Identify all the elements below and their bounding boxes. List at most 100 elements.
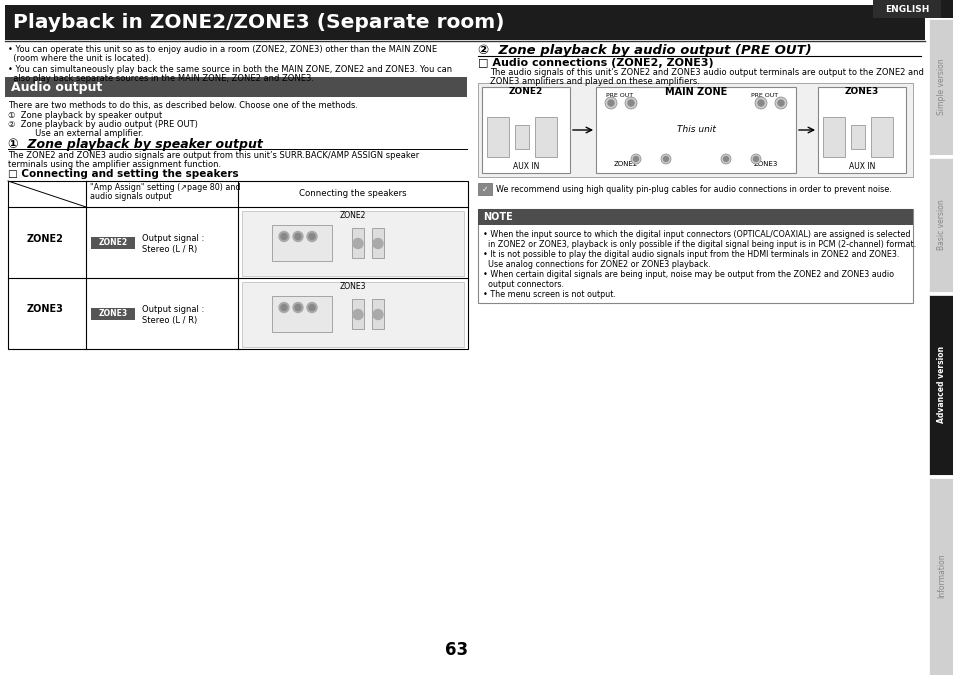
Bar	[352, 298, 364, 329]
Circle shape	[307, 232, 316, 242]
Circle shape	[660, 154, 670, 164]
Circle shape	[293, 302, 303, 313]
Text: ENGLISH: ENGLISH	[883, 5, 928, 14]
Bar	[272, 225, 332, 261]
Circle shape	[722, 157, 728, 161]
Bar	[477, 209, 912, 303]
Text: ZONE2: ZONE2	[613, 161, 638, 167]
Text: Information: Information	[936, 554, 945, 598]
Text: ZONE3: ZONE3	[27, 304, 63, 315]
Bar	[928, 295, 953, 475]
Text: Advanced version: Advanced version	[936, 346, 945, 423]
Text: ①  Zone playback by speaker output: ① Zone playback by speaker output	[8, 138, 263, 151]
Bar	[477, 183, 492, 195]
Text: Use an external amplifier.: Use an external amplifier.	[22, 129, 143, 138]
Text: Audio output: Audio output	[11, 80, 102, 94]
Text: • When certain digital signals are being input, noise may be output from the ZON: • When certain digital signals are being…	[482, 270, 893, 279]
Circle shape	[293, 232, 303, 242]
Text: NOTE: NOTE	[482, 212, 512, 222]
Text: ZONE3: ZONE3	[753, 161, 778, 167]
Bar	[822, 117, 844, 157]
Text: terminals using the amplifier assignment function.: terminals using the amplifier assignment…	[8, 160, 221, 169]
Text: Basic version: Basic version	[936, 199, 945, 250]
Circle shape	[633, 157, 638, 161]
Circle shape	[353, 238, 363, 248]
Circle shape	[294, 234, 301, 240]
Text: ZONE3 amplifiers and played on these amplifiers.: ZONE3 amplifiers and played on these amp…	[490, 77, 700, 86]
Text: ZONE3: ZONE3	[98, 309, 128, 318]
Bar	[515, 125, 529, 149]
Circle shape	[774, 97, 786, 109]
Text: "Amp Assign" setting (↗page 80) and: "Amp Assign" setting (↗page 80) and	[90, 183, 240, 192]
Text: This unit: This unit	[676, 126, 715, 134]
Text: ①  Zone playback by speaker output: ① Zone playback by speaker output	[8, 111, 162, 120]
Circle shape	[281, 234, 287, 240]
Text: • You can operate this unit so as to enjoy audio in a room (ZONE2, ZONE3) other : • You can operate this unit so as to enj…	[8, 45, 436, 54]
Text: audio signals output: audio signals output	[90, 192, 172, 201]
Bar	[91, 308, 135, 319]
Circle shape	[309, 304, 314, 310]
Circle shape	[753, 157, 758, 161]
Circle shape	[778, 100, 783, 106]
Bar	[477, 209, 912, 225]
Text: The audio signals of this unit’s ZONE2 and ZONE3 audio output terminals are outp: The audio signals of this unit’s ZONE2 a…	[490, 68, 923, 77]
Bar	[928, 0, 953, 18]
Text: in ZONE2 or ZONE3, playback is only possible if the digital signal being input i: in ZONE2 or ZONE3, playback is only poss…	[482, 240, 915, 249]
Bar	[928, 158, 953, 292]
Text: The ZONE2 and ZONE3 audio signals are output from this unit’s SURR.BACK/AMP ASSI: The ZONE2 and ZONE3 audio signals are ou…	[8, 151, 418, 160]
Text: (room where the unit is located).: (room where the unit is located).	[8, 54, 152, 63]
Text: Stereo (L / R): Stereo (L / R)	[142, 245, 197, 254]
Bar	[481, 87, 569, 173]
Bar	[817, 87, 905, 173]
Text: Use analog connections for ZONE2 or ZONE3 playback.: Use analog connections for ZONE2 or ZONE…	[482, 260, 710, 269]
Circle shape	[309, 234, 314, 240]
Text: Stereo (L / R): Stereo (L / R)	[142, 316, 197, 325]
Bar	[242, 282, 463, 347]
Bar	[372, 227, 384, 257]
Text: MAIN ZONE: MAIN ZONE	[664, 87, 726, 97]
Text: ✓: ✓	[481, 184, 488, 194]
Text: output connectors.: output connectors.	[482, 280, 563, 289]
Bar	[272, 296, 332, 331]
Bar	[872, 0, 940, 18]
Text: PRE OUT: PRE OUT	[750, 93, 778, 98]
Bar	[928, 478, 953, 675]
Circle shape	[294, 304, 301, 310]
Circle shape	[278, 302, 289, 313]
Bar	[8, 181, 468, 349]
Circle shape	[353, 310, 363, 319]
Circle shape	[750, 154, 760, 164]
Bar	[352, 227, 364, 257]
Text: AUX IN: AUX IN	[848, 162, 874, 171]
Text: We recommend using high quality pin-plug cables for audio connections in order t: We recommend using high quality pin-plug…	[496, 184, 891, 194]
Text: • The menu screen is not output.: • The menu screen is not output.	[482, 290, 616, 299]
Circle shape	[373, 310, 382, 319]
Text: ZONE2: ZONE2	[339, 211, 366, 220]
Bar	[372, 298, 384, 329]
Bar	[477, 83, 912, 177]
Text: Playback in ZONE2/ZONE3 (Separate room): Playback in ZONE2/ZONE3 (Separate room)	[13, 14, 504, 32]
Bar	[870, 117, 892, 157]
Text: ②  Zone playback by audio output (PRE OUT): ② Zone playback by audio output (PRE OUT…	[477, 44, 811, 57]
Text: □ Connecting and setting the speakers: □ Connecting and setting the speakers	[8, 169, 238, 179]
Text: ZONE3: ZONE3	[339, 282, 366, 291]
Bar	[486, 117, 509, 157]
Text: □ Audio connections (ZONE2, ZONE3): □ Audio connections (ZONE2, ZONE3)	[477, 58, 713, 68]
Bar	[91, 236, 135, 248]
Text: Simple version: Simple version	[936, 58, 945, 115]
Bar	[242, 211, 463, 276]
Text: • It is not possible to play the digital audio signals input from the HDMI termi: • It is not possible to play the digital…	[482, 250, 899, 259]
Circle shape	[627, 100, 634, 106]
Text: also play back separate sources in the MAIN ZONE, ZONE2 and ZONE3.: also play back separate sources in the M…	[8, 74, 314, 83]
Bar	[535, 117, 557, 157]
Bar	[596, 87, 795, 173]
Bar	[928, 19, 953, 155]
Circle shape	[278, 232, 289, 242]
Circle shape	[607, 100, 614, 106]
Text: Output signal :: Output signal :	[142, 305, 204, 314]
Text: AUX IN: AUX IN	[513, 162, 538, 171]
Text: • You can simultaneously play back the same source in both the MAIN ZONE, ZONE2 : • You can simultaneously play back the s…	[8, 65, 452, 74]
Text: ZONE2: ZONE2	[98, 238, 128, 247]
Circle shape	[604, 97, 617, 109]
Text: There are two methods to do this, as described below. Choose one of the methods.: There are two methods to do this, as des…	[8, 101, 357, 110]
